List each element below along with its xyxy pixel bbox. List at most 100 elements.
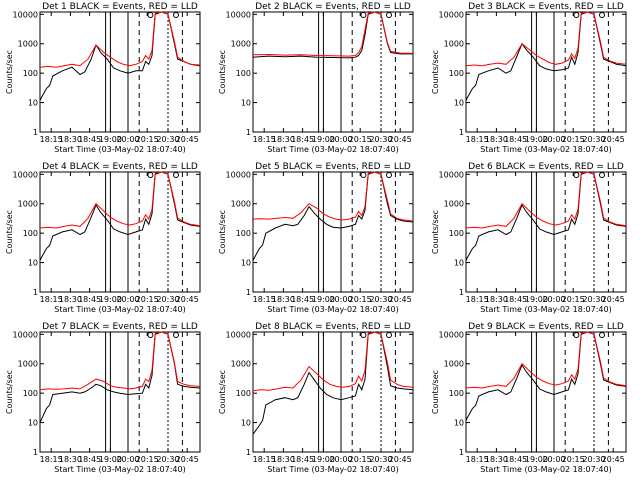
y-tick-label: 100	[236, 229, 251, 238]
plot-title: Det 7 BLACK = Events, RED = LLD	[42, 322, 198, 332]
y-tick-label: 1000	[18, 200, 38, 209]
y-tick-label: 1000	[18, 360, 38, 369]
x-tick-label: 19:00	[312, 455, 335, 464]
x-tick-label: 18:30	[59, 135, 82, 144]
x-tick-label: 18:30	[272, 135, 295, 144]
x-tick-label: 18:15	[40, 135, 63, 144]
marker-circle	[147, 172, 154, 178]
marker-circle	[573, 172, 580, 178]
x-tick-label: 20:30	[369, 135, 392, 144]
x-tick-label: 20:30	[156, 455, 179, 464]
marker-circle	[386, 332, 392, 338]
marker-circle	[173, 172, 179, 178]
y-axis-label: Counts/sec	[5, 210, 14, 254]
y-tick-label: 10000	[13, 170, 38, 179]
plot-title: Det 9 BLACK = Events, RED = LLD	[468, 322, 624, 332]
y-tick-label: 100	[23, 69, 38, 78]
x-axis-label: Start Time (03-May-02 18:07:40)	[54, 305, 185, 314]
marker-circle	[599, 332, 605, 338]
x-tick-label: 20:00	[116, 135, 139, 144]
marker-circle	[573, 12, 580, 18]
x-tick-label: 19:00	[525, 295, 548, 304]
y-tick-label: 1	[246, 128, 251, 137]
events-series-line	[39, 331, 201, 423]
y-tick-label: 100	[449, 69, 464, 78]
y-axis-label: Counts/sec	[5, 50, 14, 94]
lld-series-line	[465, 11, 627, 67]
y-tick-label: 10000	[13, 10, 38, 19]
x-tick-label: 20:30	[369, 455, 392, 464]
x-tick-label: 18:15	[253, 455, 276, 464]
y-tick-label: 100	[449, 229, 464, 238]
plot-title: Det 8 BLACK = Events, RED = LLD	[255, 322, 411, 332]
marker-circle	[386, 172, 392, 178]
x-tick-label: 18:45	[504, 455, 527, 464]
y-tick-label: 10	[454, 259, 464, 268]
y-tick-label: 10	[28, 419, 38, 428]
x-tick-label: 20:45	[602, 135, 625, 144]
plot-title: Det 5 BLACK = Events, RED = LLD	[255, 162, 411, 172]
marker-circle	[147, 12, 154, 18]
y-tick-label: 1000	[231, 360, 251, 369]
plot-title: Det 2 BLACK = Events, RED = LLD	[255, 2, 411, 12]
plot-frame	[39, 331, 201, 453]
plot-frame	[465, 171, 627, 293]
y-tick-label: 1	[246, 448, 251, 457]
x-tick-label: 18:15	[466, 135, 489, 144]
x-tick-label: 20:45	[176, 455, 199, 464]
x-tick-label: 18:30	[485, 135, 508, 144]
events-series-line	[39, 171, 201, 261]
events-series-line	[465, 171, 627, 261]
x-axis-label: Start Time (03-May-02 18:07:40)	[54, 145, 185, 154]
y-tick-label: 10	[454, 99, 464, 108]
x-tick-label: 20:30	[369, 295, 392, 304]
y-tick-label: 10000	[439, 10, 464, 19]
y-tick-label: 10000	[226, 170, 251, 179]
y-tick-label: 1	[33, 128, 38, 137]
x-tick-label: 18:15	[40, 455, 63, 464]
x-tick-label: 18:15	[253, 295, 276, 304]
x-tick-label: 20:30	[582, 135, 605, 144]
events-series-line	[465, 331, 627, 421]
x-tick-label: 20:15	[349, 135, 372, 144]
x-tick-label: 19:00	[99, 455, 122, 464]
y-tick-label: 1	[33, 448, 38, 457]
x-tick-label: 18:45	[78, 455, 101, 464]
marker-circle	[147, 332, 154, 338]
y-axis-label: Counts/sec	[431, 210, 440, 254]
y-tick-label: 10000	[439, 330, 464, 339]
x-tick-label: 20:30	[156, 135, 179, 144]
y-tick-label: 1000	[444, 40, 464, 49]
plot-frame	[39, 171, 201, 293]
plot-title: Det 1 BLACK = Events, RED = LLD	[42, 2, 198, 12]
y-tick-label: 10	[241, 259, 251, 268]
y-tick-label: 10000	[13, 330, 38, 339]
x-tick-label: 19:00	[99, 295, 122, 304]
y-tick-label: 10000	[226, 10, 251, 19]
events-series-line	[39, 11, 201, 101]
x-tick-label: 20:45	[389, 295, 412, 304]
x-tick-label: 20:45	[176, 135, 199, 144]
x-tick-label: 20:00	[542, 295, 565, 304]
plot-title: Det 3 BLACK = Events, RED = LLD	[468, 2, 624, 12]
marker-circle	[360, 332, 367, 338]
x-tick-label: 18:45	[504, 135, 527, 144]
y-tick-label: 1	[246, 288, 251, 297]
plot-frame	[252, 11, 414, 133]
y-tick-label: 1000	[444, 360, 464, 369]
x-tick-label: 18:30	[272, 455, 295, 464]
x-tick-label: 20:15	[562, 135, 585, 144]
x-tick-label: 18:15	[466, 295, 489, 304]
x-tick-label: 18:45	[291, 135, 314, 144]
x-tick-label: 18:45	[291, 295, 314, 304]
x-tick-label: 20:30	[156, 295, 179, 304]
marker-circle	[599, 172, 605, 178]
lld-series-line	[39, 331, 201, 391]
y-tick-label: 100	[236, 389, 251, 398]
events-series-line	[465, 11, 627, 101]
events-series-line	[252, 11, 413, 59]
x-axis-label: Start Time (03-May-02 18:07:40)	[480, 465, 611, 474]
x-tick-label: 19:00	[525, 135, 548, 144]
plot-title: Det 6 BLACK = Events, RED = LLD	[468, 162, 624, 172]
